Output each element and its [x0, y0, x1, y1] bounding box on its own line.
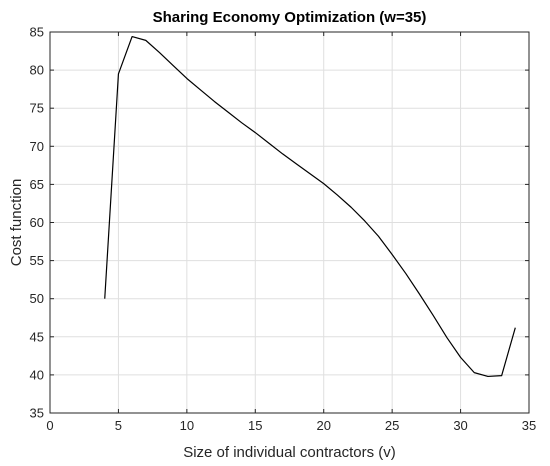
grid: [50, 32, 529, 413]
y-tick-label: 60: [30, 215, 44, 230]
ticks: 0 5 10 15 20 25 30 35 35 40 45 50 55 60 65 70 75 80 85: [30, 25, 537, 434]
y-tick-label: 45: [30, 329, 44, 344]
y-tick-label: 85: [30, 25, 44, 40]
y-tick-label: 65: [30, 177, 44, 192]
y-tick-label: 55: [30, 253, 44, 268]
y-tick-label: 70: [30, 139, 44, 154]
x-axis-label: Size of individual contractors (v): [183, 444, 396, 461]
chart-title: Sharing Economy Optimization (w=35): [153, 9, 427, 26]
y-tick-label: 35: [30, 406, 44, 421]
x-tick-label: 10: [180, 418, 194, 433]
y-axis-label: Cost function: [8, 179, 25, 267]
x-tick-label: 35: [522, 418, 536, 433]
y-tick-label: 40: [30, 367, 44, 382]
y-tick-label: 80: [30, 63, 44, 78]
x-tick-label: 15: [248, 418, 262, 433]
x-tick-label: 5: [115, 418, 122, 433]
x-tick-label: 0: [46, 418, 53, 433]
series-layer: [104, 35, 516, 378]
y-tick-label: 50: [30, 291, 44, 306]
x-tick-label: 20: [316, 418, 330, 433]
cost-function-line: [104, 35, 516, 378]
x-tick-label: 25: [385, 418, 399, 433]
x-tick-label: 30: [453, 418, 467, 433]
y-tick-label: 75: [30, 101, 44, 116]
